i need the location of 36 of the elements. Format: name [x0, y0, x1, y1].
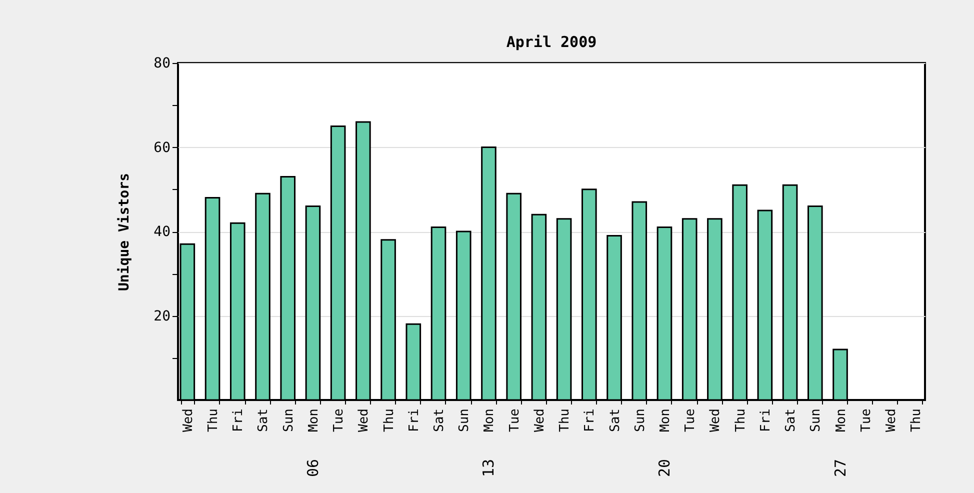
category-label: Mon 20: [655, 408, 674, 478]
x-tick-label: Sun: [632, 408, 648, 432]
category-label: Mon 13: [480, 408, 498, 478]
x-tick-label: Tue: [683, 408, 698, 432]
x-tick-label: Sun: [808, 408, 824, 432]
x-tick-label: Sat: [256, 408, 272, 432]
x-tick-label: Sat: [432, 408, 448, 432]
x-tick-label: Tue: [332, 408, 347, 432]
x-tick-label: Wed: [356, 408, 372, 432]
x-tick-label: Thu: [733, 408, 748, 432]
x-tick-label: Fri: [758, 408, 774, 432]
x-tick-label: Fri: [406, 408, 422, 432]
x-tick-label: Sat: [608, 408, 623, 432]
x-tick-label: Fri: [231, 408, 246, 432]
x-tick-label: Tue: [507, 408, 522, 432]
category-label: Mon 06: [304, 408, 322, 478]
x-tick-label: Thu: [558, 408, 573, 432]
x-tick-label: Wed: [708, 408, 724, 432]
x-tick-label: Sun: [457, 408, 472, 432]
y-axis-title: Unique Vistors: [116, 172, 133, 292]
y-tick-label: 40: [154, 224, 170, 240]
x-tick-label: Sun: [281, 408, 296, 432]
x-tick-label: Sat: [784, 408, 799, 432]
x-tick-label: Tue: [858, 408, 874, 432]
x-tick-label: Thu: [909, 408, 924, 432]
category-label: Mon 27: [831, 408, 850, 478]
x-tick-label: Thu: [206, 408, 222, 432]
y-tick-label: 20: [154, 308, 170, 324]
x-tick-label: Thu: [382, 408, 397, 432]
y-tick-label: 60: [154, 140, 170, 156]
x-tick-label: Wed: [884, 408, 899, 432]
y-tick-label: 80: [154, 56, 170, 72]
chart-title: April 2009: [506, 33, 597, 51]
x-tick-label: Fri: [582, 408, 598, 432]
x-tick-label: Wed: [180, 408, 196, 432]
x-tick-label: Wed: [532, 408, 548, 432]
